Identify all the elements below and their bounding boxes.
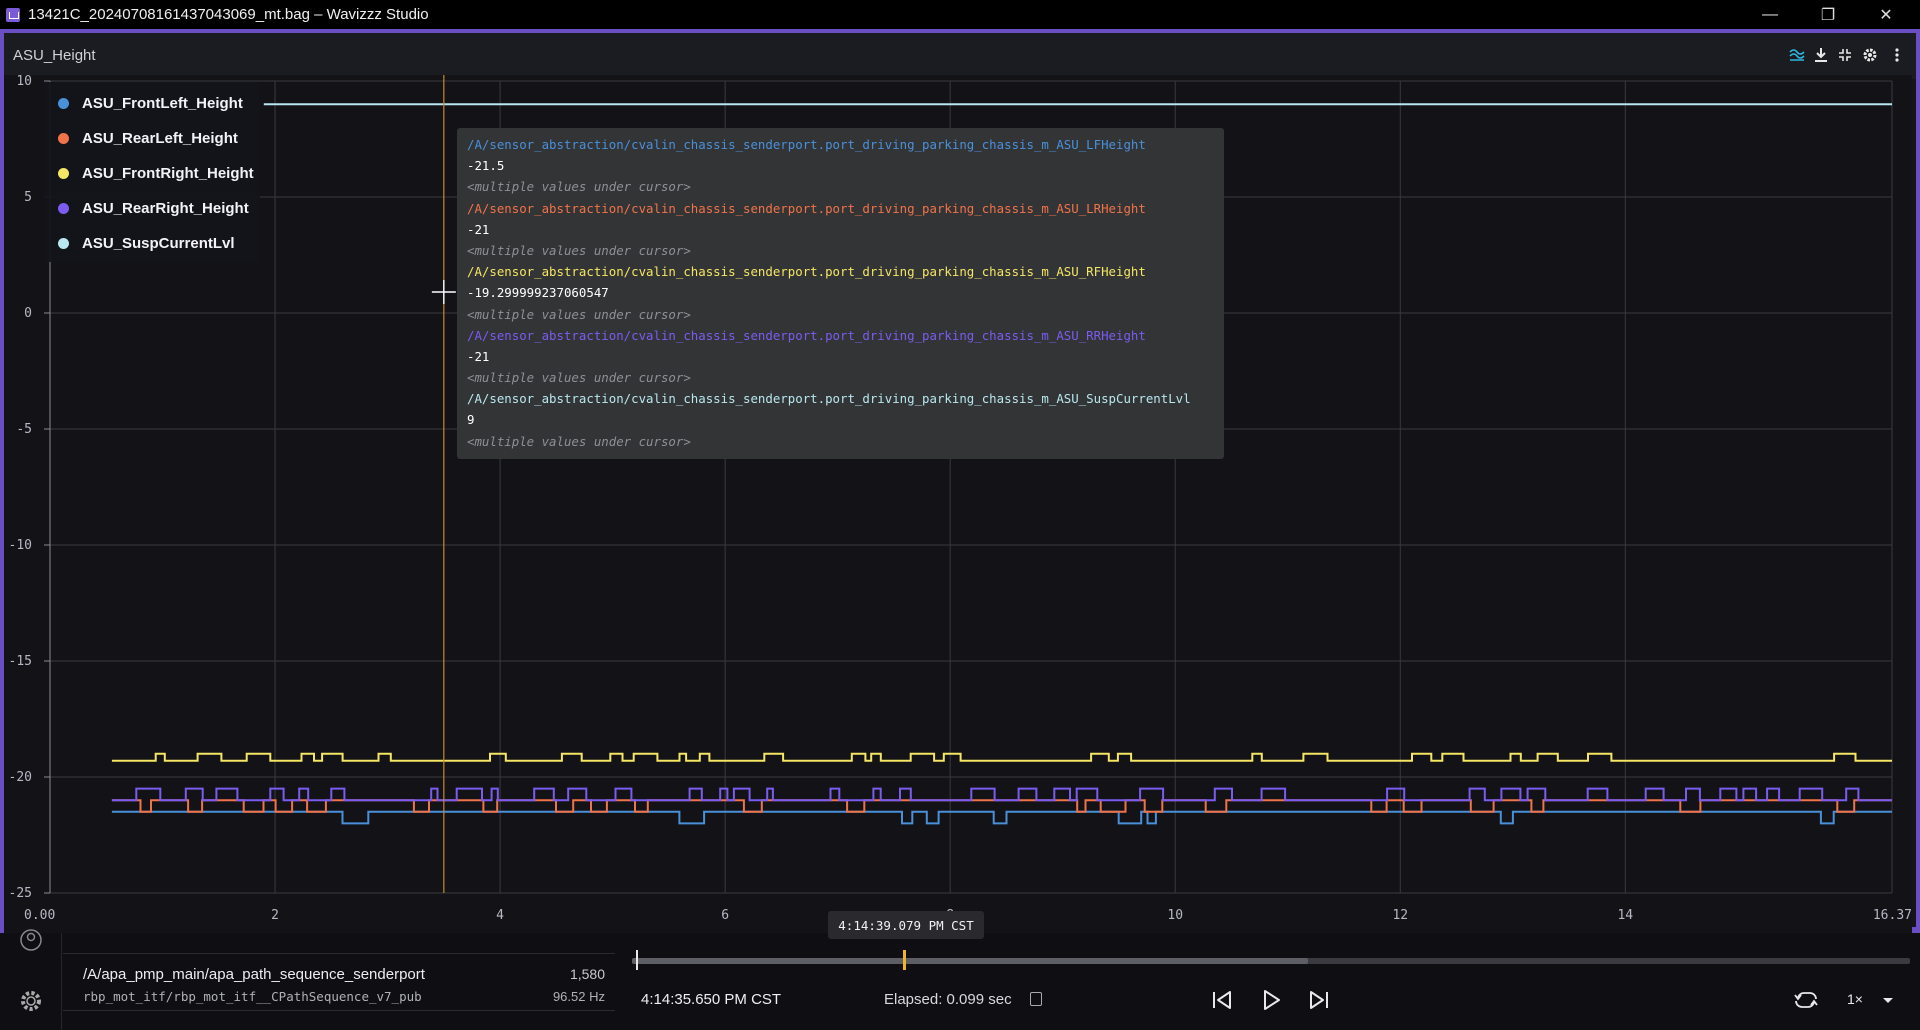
window-title: 13421C_20240708161437043069_mt.bag – Wav… [28, 6, 429, 23]
loop-button[interactable] [1793, 987, 1819, 1013]
panel-title: ASU_Height [13, 47, 96, 64]
tooltip-value: 9 [467, 412, 475, 428]
legend-item[interactable]: ASU_FrontLeft_Height [58, 91, 243, 115]
playback-speed[interactable]: 1× [1847, 991, 1863, 1007]
timeline-start-marker [636, 950, 638, 970]
y-tick-label: -5 [16, 422, 32, 437]
gear-icon[interactable] [18, 988, 44, 1014]
tooltip-topic-path: /A/sensor_abstraction/cvalin_chassis_sen… [467, 391, 1191, 407]
panel-header: ASU_Height [4, 33, 1916, 79]
y-tick-label: 0 [24, 306, 32, 321]
tooltip-note: <multiple values under cursor> [467, 433, 691, 449]
legend-color-dot [58, 97, 69, 109]
window-titlebar: 13421C_20240708161437043069_mt.bag – Wav… [0, 0, 1920, 29]
y-tick-label: -20 [9, 770, 32, 785]
legend-item[interactable]: ASU_RearRight_Height [58, 196, 249, 220]
fullscreen-icon[interactable] [1836, 46, 1854, 64]
seek-back-button[interactable] [1209, 987, 1235, 1013]
tooltip-topic-path: /A/sensor_abstraction/cvalin_chassis_sen… [467, 200, 1146, 216]
play-button[interactable] [1258, 987, 1284, 1013]
tooltip-value: -19.299999237060547 [467, 285, 609, 301]
x-tick-label: 6 [721, 908, 729, 923]
x-tick-label: 16.37 [1873, 908, 1912, 923]
x-tick-label: 0.00 [24, 908, 55, 923]
more-icon[interactable] [1888, 46, 1906, 64]
x-tick-label: 2 [271, 908, 279, 923]
timeline-loaded-range [632, 958, 1309, 964]
legend-label: ASU_SuspCurrentLvl [82, 234, 235, 252]
x-tick-label: 12 [1392, 908, 1408, 923]
topic-list: /A/apa_pmp_main/apa_path_sequence_sender… [63, 933, 615, 1030]
chevron-down-icon[interactable] [1882, 997, 1894, 1005]
download-icon[interactable] [1812, 46, 1830, 64]
app-logo-icon [6, 8, 20, 22]
legend-color-dot [58, 237, 69, 249]
plot-legend: ASU_FrontLeft_Height ASU_RearLeft_Height A… [44, 82, 260, 262]
legend-color-dot [58, 167, 69, 179]
tooltip-note: <multiple values under cursor> [467, 179, 691, 195]
crosshair-icon [431, 280, 456, 304]
seek-forward-button[interactable] [1306, 987, 1332, 1013]
tooltip-value: -21 [467, 348, 490, 364]
legend-label: ASU_FrontLeft_Height [82, 94, 243, 112]
copy-icon[interactable] [1030, 992, 1042, 1006]
tooltip-note: <multiple values under cursor> [467, 306, 691, 322]
elapsed-time: Elapsed: 0.099 sec [884, 991, 1012, 1008]
current-time: 4:14:35.650 PM CST [641, 991, 782, 1008]
tooltip-topic-path: /A/sensor_abstraction/cvalin_chassis_sen… [467, 137, 1146, 152]
series-line-ASU_RearRight_Height [111, 787, 1892, 802]
legend-color-dot [58, 202, 69, 214]
restore-button[interactable]: ❐ [1820, 6, 1836, 24]
y-tick-label: 5 [24, 190, 32, 205]
minimize-button[interactable]: — [1762, 5, 1778, 23]
play-icon [1264, 990, 1280, 1010]
legend-color-dot [58, 132, 69, 144]
seek-forward-icon [1310, 991, 1328, 1009]
user-icon[interactable] [18, 929, 44, 951]
hover-time-label: 4:14:39.079 PM CST [828, 911, 984, 939]
playback-bar: /A/apa_pmp_main/apa_path_sequence_sender… [0, 929, 1920, 1030]
close-button[interactable]: ✕ [1879, 6, 1893, 24]
tooltip-value: -21 [467, 221, 490, 237]
loop-icon [1794, 992, 1818, 1008]
series-icon[interactable] [1788, 46, 1806, 64]
x-tick-label: 10 [1167, 908, 1183, 923]
tooltip-value: -21.5 [467, 158, 505, 174]
topic-message-count: 1,580 [569, 966, 605, 982]
y-tick-label: 10 [16, 74, 32, 89]
tooltip-topic-path: /A/sensor_abstraction/cvalin_chassis_sen… [467, 264, 1146, 280]
legend-label: ASU_RearRight_Height [82, 199, 249, 217]
topic-rate: 96.52 Hz [552, 989, 605, 1004]
hover-tooltip: /A/sensor_abstraction/cvalin_chassis_sen… [457, 128, 1224, 459]
legend-item[interactable]: ASU_SuspCurrentLvl [58, 231, 235, 255]
legend-item[interactable]: ASU_FrontRight_Height [58, 161, 254, 185]
settings-icon[interactable] [1861, 46, 1879, 64]
legend-item[interactable]: ASU_RearLeft_Height [58, 126, 238, 150]
timeline-scrubber[interactable] [632, 958, 1910, 964]
y-tick-label: -10 [9, 538, 32, 553]
series-line-ASU_FrontLeft_Height [111, 810, 1892, 825]
left-rail [0, 929, 62, 1030]
timeline-playhead[interactable] [902, 950, 906, 970]
y-tick-label: -25 [9, 886, 32, 901]
tooltip-note: <multiple values under cursor> [467, 370, 691, 386]
x-tick-label: 14 [1617, 908, 1633, 923]
tooltip-topic-path: /A/sensor_abstraction/cvalin_chassis_sen… [467, 327, 1146, 343]
legend-label: ASU_RearLeft_Height [82, 129, 238, 147]
series-line-ASU_FrontRight_Height [111, 752, 1892, 762]
legend-label: ASU_FrontRight_Height [82, 164, 254, 182]
seek-back-icon [1213, 991, 1231, 1009]
topic-name: /A/apa_pmp_main/apa_path_sequence_sender… [83, 966, 425, 983]
topic-row[interactable]: /A/apa_pmp_main/apa_path_sequence_sender… [63, 953, 615, 1011]
x-tick-label: 4 [496, 908, 504, 923]
topic-schema: rbp_mot_itf/rbp_mot_itf__CPathSequence_v… [83, 989, 422, 1004]
y-tick-label: -15 [9, 654, 32, 669]
tooltip-note: <multiple values under cursor> [467, 242, 691, 258]
